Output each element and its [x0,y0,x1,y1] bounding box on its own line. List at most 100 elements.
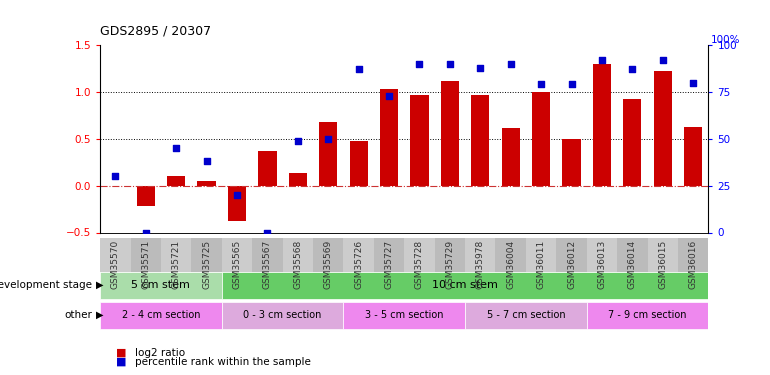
Bar [136,186,155,206]
Text: GSM35721: GSM35721 [172,240,181,289]
Text: 7 - 9 cm section: 7 - 9 cm section [608,310,687,320]
Point [292,138,304,144]
Bar [289,172,307,186]
Text: 10 cm stem: 10 cm stem [432,280,498,290]
Bar [684,127,702,186]
Bar [319,122,337,186]
Point [444,61,456,67]
Text: other: other [65,310,92,320]
Bar [258,151,276,186]
Point [231,192,243,198]
Bar [465,302,587,328]
Bar [100,302,222,328]
Bar [556,238,587,272]
Point [474,64,487,70]
Bar [526,238,556,272]
Text: GSM35727: GSM35727 [384,240,393,289]
Bar [410,95,429,186]
Text: 0 - 3 cm section: 0 - 3 cm section [243,310,322,320]
Text: GSM36016: GSM36016 [688,240,698,289]
Point [139,230,152,236]
Point [170,145,182,151]
Text: GSM35568: GSM35568 [293,240,303,289]
Bar [440,81,459,186]
Bar [253,238,283,272]
Point [504,61,517,67]
Bar [222,272,708,298]
Bar [313,238,343,272]
Bar [496,238,526,272]
Bar [350,141,368,186]
Bar [618,238,648,272]
Text: ▶: ▶ [96,310,104,320]
Text: 5 cm stem: 5 cm stem [132,280,190,290]
Text: GSM35978: GSM35978 [476,240,485,289]
Text: ■: ■ [116,357,126,367]
Text: GSM35728: GSM35728 [415,240,424,289]
Bar [678,238,708,272]
Text: GDS2895 / 20307: GDS2895 / 20307 [100,24,211,38]
Text: GSM35567: GSM35567 [263,240,272,289]
Bar [222,302,343,328]
Bar [283,238,313,272]
Text: 5 - 7 cm section: 5 - 7 cm section [487,310,565,320]
Bar [648,238,678,272]
Text: GSM35725: GSM35725 [202,240,211,289]
Text: GSM36013: GSM36013 [598,240,607,289]
Bar [404,238,434,272]
Bar [380,89,398,186]
Point [353,66,365,72]
Text: ▶: ▶ [96,280,104,290]
Bar [654,71,672,186]
Text: ■: ■ [116,348,126,357]
Point [200,158,213,164]
Bar [197,181,216,186]
Bar [465,238,496,272]
Text: GSM35726: GSM35726 [354,240,363,289]
Bar [228,186,246,221]
Bar [623,99,641,186]
Text: percentile rank within the sample: percentile rank within the sample [135,357,310,367]
Bar [501,128,520,186]
Point [261,230,273,236]
Text: GSM35565: GSM35565 [233,240,242,289]
Text: 2 - 4 cm section: 2 - 4 cm section [122,310,200,320]
Point [383,93,395,99]
Point [535,81,547,87]
Point [657,57,669,63]
Bar [374,238,404,272]
Point [109,173,122,179]
Bar [532,92,551,186]
Bar [562,139,581,186]
Bar [191,238,222,272]
Bar [587,302,708,328]
Bar [222,238,252,272]
Text: GSM35569: GSM35569 [323,240,333,289]
Bar [587,238,618,272]
Text: log2 ratio: log2 ratio [135,348,185,357]
Point [565,81,578,87]
Text: GSM35571: GSM35571 [141,240,150,289]
Text: GSM36012: GSM36012 [567,240,576,289]
Bar [593,64,611,186]
Bar [471,95,490,186]
Point [596,57,608,63]
Text: GSM35570: GSM35570 [111,240,120,289]
Bar [131,238,161,272]
Bar [167,176,186,186]
Bar [100,238,131,272]
Bar [343,302,465,328]
Bar [343,238,374,272]
Text: GSM36011: GSM36011 [537,240,546,289]
Text: GSM35729: GSM35729 [445,240,454,289]
Text: GSM36004: GSM36004 [506,240,515,289]
Point [626,66,638,72]
Text: GSM36015: GSM36015 [658,240,668,289]
Bar [161,238,191,272]
Point [413,61,426,67]
Text: GSM36014: GSM36014 [628,240,637,289]
Text: 100%: 100% [711,35,741,45]
Text: development stage: development stage [0,280,92,290]
Point [322,136,334,142]
Point [687,80,699,86]
